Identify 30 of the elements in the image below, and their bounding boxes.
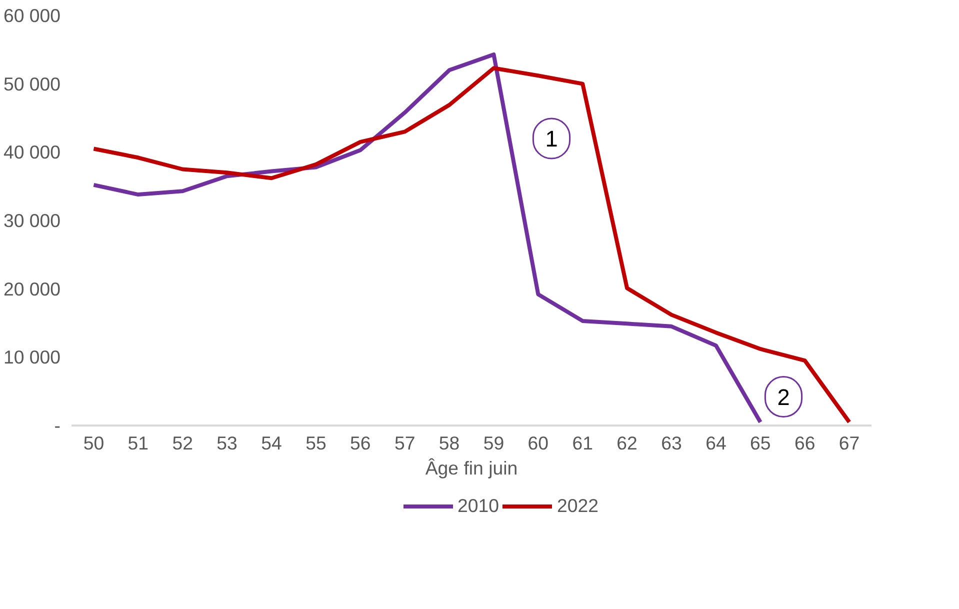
x-tick-label: 64 <box>706 432 726 454</box>
x-tick-label: 65 <box>750 432 771 454</box>
x-tick-label: 59 <box>483 432 504 454</box>
x-tick-label: 55 <box>306 432 326 454</box>
x-tick-label: 57 <box>394 432 416 454</box>
x-tick-label: 62 <box>616 432 638 454</box>
legend-label: 2010 <box>457 495 499 517</box>
x-tick-label: 63 <box>661 432 682 454</box>
y-tick-label: 60 000 <box>3 5 60 26</box>
x-tick-label: 66 <box>794 432 816 454</box>
x-tick-label: 58 <box>438 432 460 454</box>
x-tick-label: 60 <box>528 432 549 454</box>
y-tick-label: 30 000 <box>3 210 60 231</box>
x-tick-label: 67 <box>838 432 860 454</box>
x-tick-label: 54 <box>261 432 282 454</box>
y-tick-label: - <box>54 415 61 436</box>
annotation: 1 <box>545 126 558 152</box>
y-tick-label: 50 000 <box>3 73 60 94</box>
x-axis-title: Âge fin juin <box>425 458 518 478</box>
x-tick-label: 53 <box>216 432 238 454</box>
x-tick-label: 52 <box>172 432 193 454</box>
x-tick-label: 50 <box>83 432 104 454</box>
y-tick-label: 20 000 <box>3 278 60 300</box>
x-tick-label: 61 <box>572 432 593 454</box>
y-tick-label: 10 000 <box>3 346 60 368</box>
annotation: 2 <box>777 384 790 410</box>
y-tick-label: 40 000 <box>3 142 60 163</box>
x-tick-label: 56 <box>350 432 371 454</box>
legend-label: 2022 <box>557 495 599 517</box>
x-tick-label: 51 <box>128 432 149 454</box>
